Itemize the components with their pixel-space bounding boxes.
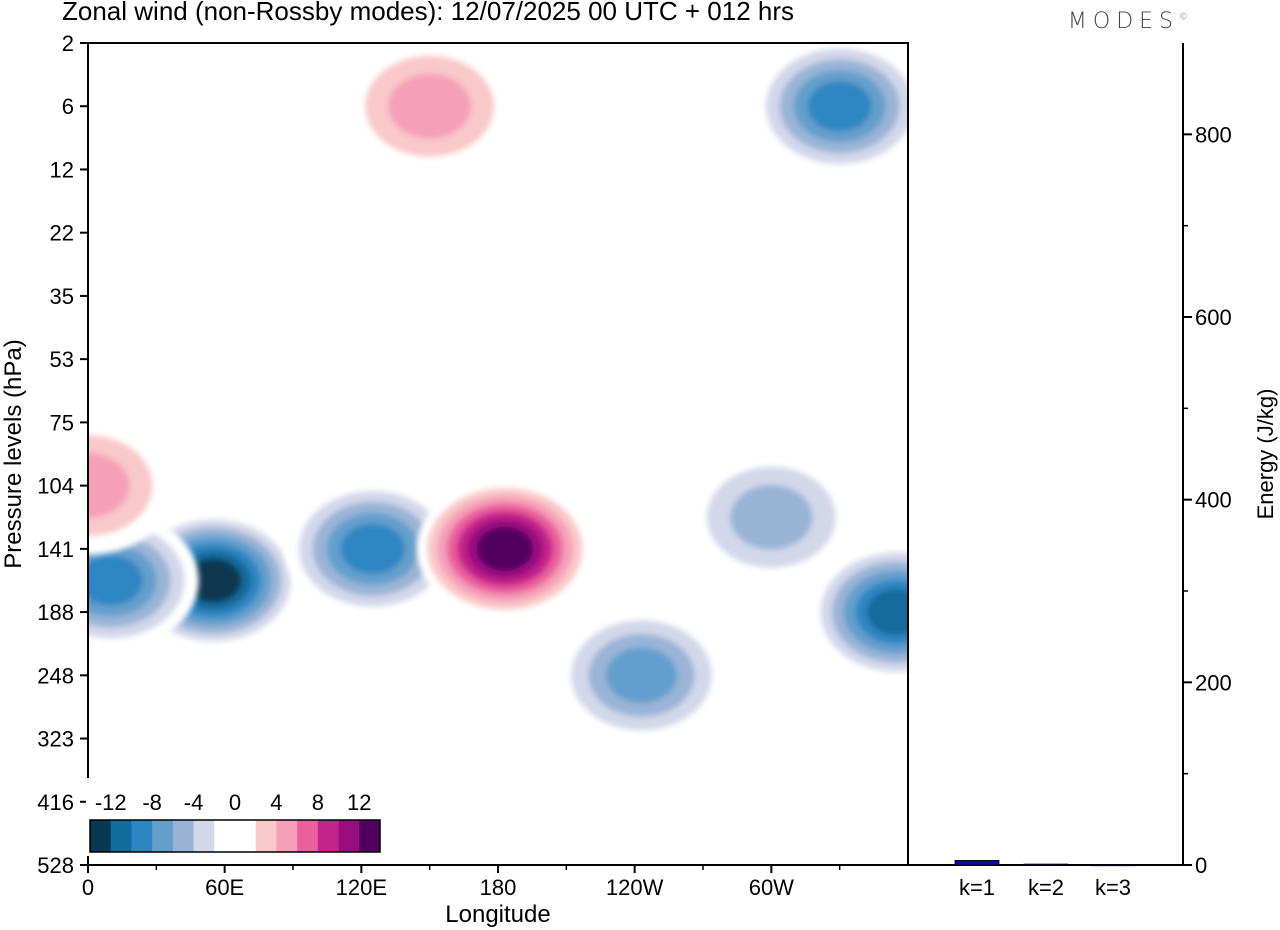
colorbar-swatch [338,820,360,852]
wind-contour [730,484,813,550]
energy-axis-label: Energy (J/kg) [1253,389,1278,520]
energy-bar-label: k=1 [959,875,995,900]
energy-tick-label: 800 [1195,122,1232,147]
energy-tick-label: 200 [1195,670,1232,695]
colorbar-swatch [172,820,195,852]
colorbar-label: -4 [184,790,204,815]
x-axis: 0 60E 120E 180 120W 60W [82,865,841,900]
energy-bar-label: k=3 [1095,875,1131,900]
colorbar-label: -8 [142,790,162,815]
colorbar-label: -12 [95,790,127,815]
y-tick-label: 6 [62,94,74,119]
y-tick-label: 35 [50,284,74,309]
wind-feature [284,479,461,618]
energy-tick-label: 600 [1195,305,1232,330]
x-tick-label: 0 [82,875,94,900]
energy-bar-label: k=2 [1028,875,1064,900]
wind-contour [88,453,130,518]
y-tick-label: 323 [37,727,74,752]
colorbar-swatch [193,820,215,852]
colorbar-swatch [255,820,277,852]
wind-contour [866,588,908,636]
energy-tick-label: 0 [1195,853,1207,878]
wind-contour [185,558,242,603]
wind-feature [341,43,518,176]
wind-contour [88,555,143,606]
colorbar-swatch [131,820,153,852]
y-tick-label: 248 [37,663,74,688]
colorbar-swatch [90,820,112,852]
colorbar-swatch [235,820,257,852]
energy-bar-panel: 0 200 400 600 800 k=1 k=2 k=3 [907,43,1232,900]
y-axis: 2 6 12 22 35 53 75 104 141 188 248 323 416 528 [37,31,88,878]
y-tick-label: 104 [37,474,74,499]
x-tick-label: 180 [480,875,517,900]
x-tick-label: 60W [749,875,794,900]
x-axis-label: Longitude [445,901,550,928]
y-tick-label: 416 [37,790,74,815]
wind-feature [751,43,908,176]
colorbar-swatch [276,820,298,852]
colorbar-label: 4 [270,790,282,815]
y-tick-label: 53 [50,347,74,372]
energy-bar [1023,863,1069,866]
colorbar-frame [89,819,381,853]
x-tick-label: 120E [336,875,387,900]
colorbar-swatch [317,820,340,852]
wind-feature [553,606,730,745]
colorbar-label: 12 [347,790,371,815]
y-tick-label: 2 [62,31,74,56]
wind-contour [476,526,533,571]
x-tick-label: 60E [205,875,244,900]
energy-bar [954,860,1000,866]
colorbar-swatch [110,820,132,852]
wind-contour [606,647,677,704]
wind-contour [388,73,471,139]
wind-feature [88,416,176,555]
logo-text: MODES [1067,9,1179,34]
chart-title: Zonal wind (non-Rossby modes): 12/07/202… [62,0,794,26]
modes-logo: MODES© [1068,9,1188,34]
y-tick-label: 141 [37,537,74,562]
colorbar-label: 0 [229,790,241,815]
wind-contour [340,523,405,574]
y-axis-label: Pressure levels (hPa) [0,339,27,568]
y-tick-label: 75 [50,410,74,435]
energy-tick-label: 400 [1195,488,1232,513]
wind-feature [683,448,860,587]
logo-mark: © [1179,12,1188,23]
y-tick-label: 188 [37,600,74,625]
y-tick-label: 12 [50,157,74,182]
colorbar-swatch [152,820,174,852]
colorbar: -12 -8 -4 0 4 8 12 [86,778,386,856]
colorbar-swatch [214,820,236,852]
y-tick-label: 528 [37,853,74,878]
wind-feature [416,479,593,618]
y-tick-label: 22 [50,221,74,246]
wind-feature [808,543,908,682]
wind-contour [807,81,872,132]
x-tick-label: 120W [606,875,664,900]
colorbar-swatch [359,820,381,852]
energy-bar [1090,864,1136,867]
colorbar-label: 8 [312,790,324,815]
colorbar-swatch [297,820,319,852]
hovmoller-heatmap [88,43,908,745]
